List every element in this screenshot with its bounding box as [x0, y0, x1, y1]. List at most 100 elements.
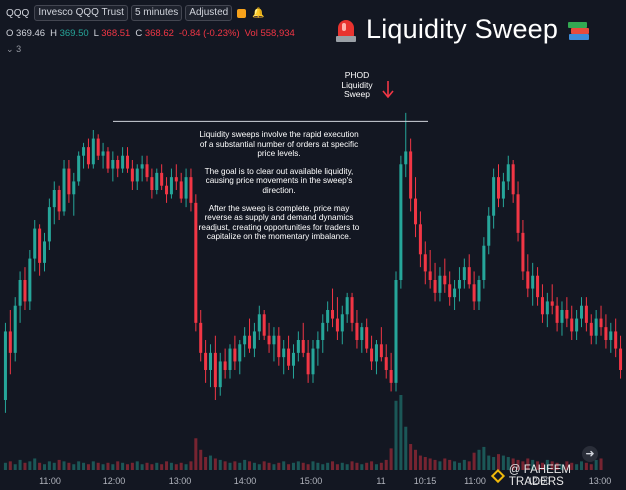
volume-bar	[575, 464, 579, 470]
low-value: 368.51	[101, 28, 131, 39]
candle	[145, 155, 149, 182]
candle	[277, 327, 281, 366]
candle-body	[321, 322, 325, 340]
candle-body	[18, 280, 22, 306]
x-tick-label: 12:00	[103, 476, 126, 486]
candle	[462, 258, 466, 289]
volume-bar	[291, 462, 295, 470]
volume-bar	[438, 461, 442, 470]
volume-bar	[526, 458, 530, 470]
candle	[404, 112, 408, 178]
candle	[38, 224, 42, 276]
volume-bar	[394, 400, 398, 470]
candle-body	[506, 164, 510, 182]
candle-body	[414, 198, 418, 225]
candle-body	[438, 275, 442, 293]
candle-body	[604, 327, 608, 340]
volume-bar	[496, 454, 501, 470]
candle	[262, 310, 266, 340]
candle-body	[287, 348, 291, 366]
volume-bar	[228, 462, 232, 470]
candle-body	[160, 172, 164, 186]
volume-bar	[150, 464, 154, 470]
candle	[316, 331, 320, 366]
volume-bar	[267, 462, 271, 470]
candle-body	[457, 280, 461, 289]
candle-body	[155, 172, 159, 190]
volume-bar	[82, 462, 86, 470]
volume-label: Vol	[244, 28, 258, 39]
candle-body	[589, 322, 593, 336]
sweep-arrow-icon	[382, 81, 394, 99]
candle-body	[194, 202, 198, 323]
volume-bar	[584, 462, 588, 470]
candle-body	[174, 177, 178, 182]
volume-bar	[91, 461, 95, 470]
candle-body	[218, 361, 222, 388]
candle	[335, 297, 339, 340]
candle	[140, 155, 144, 182]
candle	[199, 310, 203, 362]
candle	[443, 258, 447, 293]
candle-body	[599, 318, 603, 328]
volume-bar	[179, 462, 183, 470]
candle	[331, 288, 335, 328]
candle-body	[418, 224, 422, 255]
candle-body	[243, 335, 247, 345]
volume-bar	[457, 462, 461, 470]
volume-bar	[545, 459, 549, 470]
candle-body	[335, 318, 339, 332]
candle-body	[28, 258, 32, 302]
candle-body	[296, 340, 300, 353]
candle-body	[272, 335, 276, 345]
volume-bar	[140, 464, 144, 470]
alert-bell-icon[interactable]: 🔔	[252, 7, 265, 19]
candle	[135, 164, 139, 190]
symbol-name[interactable]: Invesco QQQ Trust	[34, 5, 128, 21]
candle-body	[487, 215, 491, 246]
candle	[169, 168, 173, 199]
volume-bar	[272, 464, 276, 470]
indicator-toggle[interactable]: ⌄ 3	[6, 44, 21, 55]
candle-body	[453, 288, 457, 298]
candle-body	[282, 348, 286, 358]
candle	[218, 352, 222, 396]
volume-bar	[423, 457, 427, 470]
candle	[379, 327, 383, 362]
candle	[414, 177, 418, 238]
volume-bars	[3, 395, 603, 470]
candle-body	[340, 314, 344, 332]
adjustment-selector[interactable]: Adjusted	[185, 5, 233, 21]
volume-bar	[374, 464, 378, 470]
candle	[165, 177, 169, 203]
candle	[433, 262, 437, 302]
volume-bar	[208, 455, 212, 470]
x-tick-label: 12:00	[528, 476, 551, 486]
candle	[487, 207, 491, 255]
volume-bar	[540, 462, 544, 470]
interval-selector[interactable]: 5 minutes	[130, 5, 183, 21]
volume-bar	[340, 462, 344, 470]
candle	[130, 160, 134, 190]
candle	[291, 344, 295, 379]
symbol-ticker[interactable]: QQQ	[6, 7, 30, 19]
candle	[370, 335, 374, 370]
scroll-to-realtime-button[interactable]: ➜	[582, 446, 598, 462]
candle	[599, 305, 603, 336]
candle-body	[389, 370, 393, 383]
candle	[91, 130, 95, 169]
candle	[326, 301, 330, 332]
candle	[101, 142, 105, 169]
candle-body	[609, 331, 613, 340]
data-flag-icon[interactable]	[237, 8, 247, 18]
candle	[516, 181, 520, 242]
candle-body	[365, 327, 369, 349]
candle-body	[252, 331, 256, 349]
candle	[560, 301, 564, 336]
candle-body	[62, 168, 66, 212]
volume-bar	[448, 459, 452, 470]
candle	[301, 322, 305, 358]
candle	[540, 284, 544, 323]
candle-body	[550, 301, 554, 306]
